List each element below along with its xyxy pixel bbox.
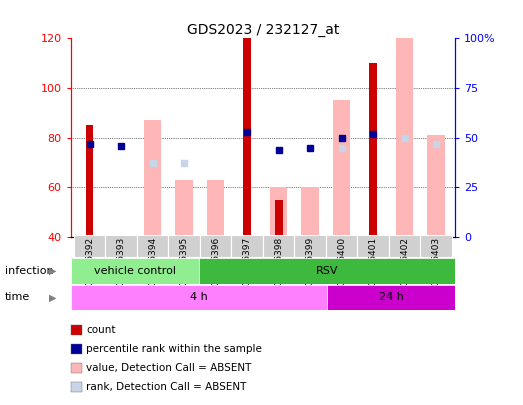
Text: GSM76393: GSM76393 (117, 237, 126, 286)
Text: time: time (5, 292, 30, 302)
Bar (137, 235, 168, 257)
Bar (243, 38, 251, 237)
Text: GSM76392: GSM76392 (85, 237, 94, 286)
Bar (427, 135, 445, 237)
Bar (301, 187, 319, 237)
Text: GSM76402: GSM76402 (400, 237, 409, 286)
Bar (263, 235, 294, 257)
Bar (420, 235, 452, 257)
Bar (199, 258, 455, 283)
Bar (231, 235, 263, 257)
Text: RSV: RSV (315, 266, 338, 276)
Bar (333, 100, 350, 237)
Bar (144, 120, 161, 237)
Text: rank, Detection Call = ABSENT: rank, Detection Call = ABSENT (86, 382, 247, 392)
Text: vehicle control: vehicle control (94, 266, 176, 276)
Bar (207, 180, 224, 237)
Bar (175, 180, 192, 237)
Bar (86, 125, 94, 237)
Text: 4 h: 4 h (190, 292, 208, 302)
Title: GDS2023 / 232127_at: GDS2023 / 232127_at (187, 23, 339, 37)
Bar (357, 235, 389, 257)
Bar (168, 235, 200, 257)
Text: GSM76401: GSM76401 (369, 237, 378, 286)
Bar (74, 235, 105, 257)
Text: 24 h: 24 h (379, 292, 403, 302)
Text: infection: infection (5, 266, 54, 276)
Text: GSM76397: GSM76397 (243, 237, 252, 286)
Bar (71, 258, 199, 283)
Text: ▶: ▶ (49, 292, 56, 302)
Text: ▶: ▶ (49, 266, 56, 276)
Text: GSM76396: GSM76396 (211, 237, 220, 286)
Bar (326, 235, 357, 257)
Bar (200, 235, 231, 257)
Text: value, Detection Call = ABSENT: value, Detection Call = ABSENT (86, 363, 252, 373)
Bar (369, 63, 377, 237)
Bar (389, 235, 420, 257)
Bar (327, 285, 455, 310)
Bar (275, 200, 282, 237)
Text: GSM76394: GSM76394 (148, 237, 157, 286)
Bar (105, 235, 137, 257)
Bar (294, 235, 326, 257)
Text: percentile rank within the sample: percentile rank within the sample (86, 344, 262, 354)
Text: GSM76398: GSM76398 (274, 237, 283, 286)
Bar (71, 285, 327, 310)
Text: GSM76403: GSM76403 (431, 237, 440, 286)
Text: count: count (86, 325, 116, 335)
Bar (396, 38, 413, 237)
Text: GSM76395: GSM76395 (179, 237, 188, 286)
Bar (270, 187, 287, 237)
Text: GSM76399: GSM76399 (305, 237, 314, 286)
Text: GSM76400: GSM76400 (337, 237, 346, 286)
